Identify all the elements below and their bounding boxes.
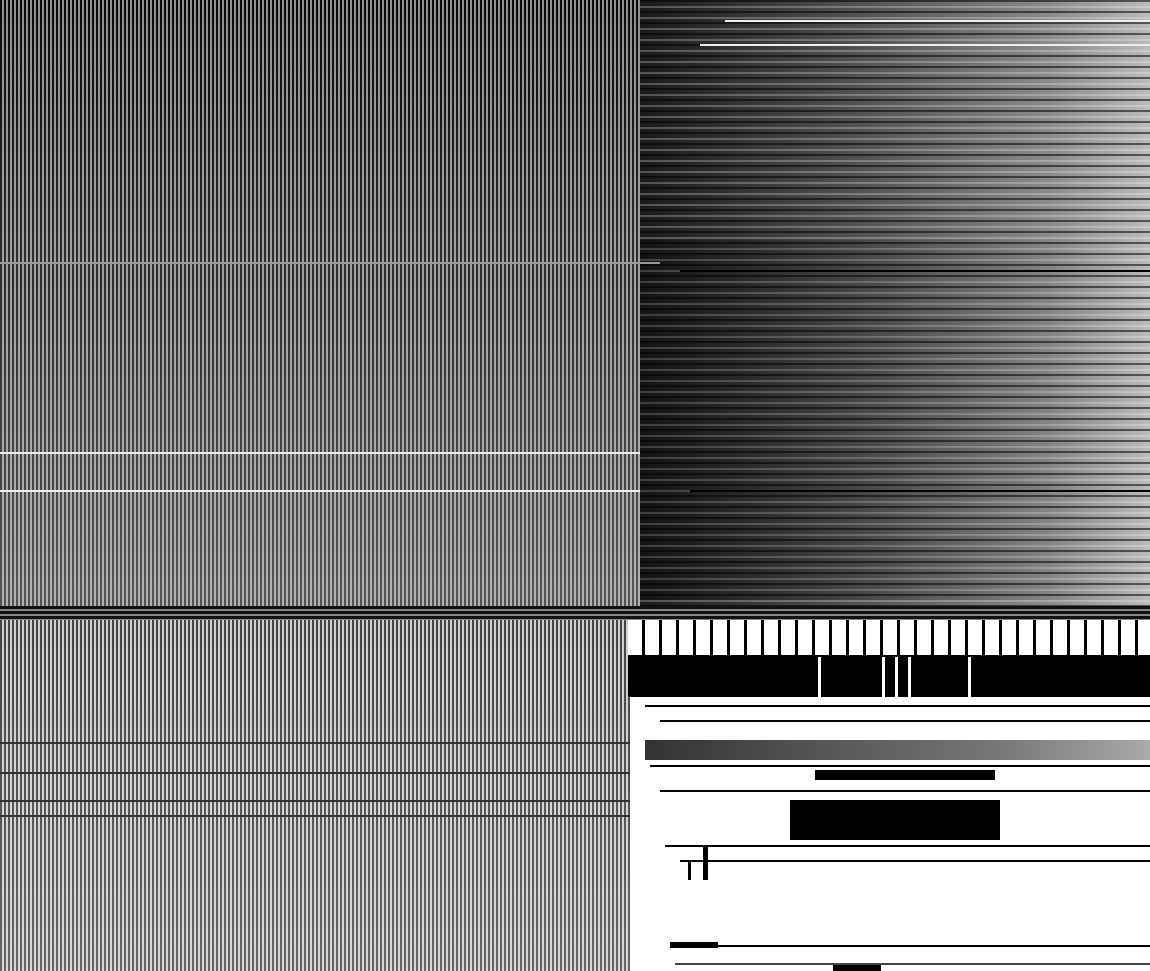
- rule: [650, 765, 1150, 767]
- bar: [895, 657, 898, 697]
- scan-line: [680, 270, 1150, 272]
- scan-line: [0, 452, 640, 454]
- gray-band: [645, 740, 1150, 760]
- scan-line: [700, 44, 1150, 46]
- scan-line: [0, 800, 630, 802]
- bar: [818, 657, 821, 697]
- block: [703, 845, 708, 880]
- scan-line: [0, 772, 630, 774]
- scan-line: [0, 815, 630, 817]
- bar-strip: [628, 655, 1150, 697]
- block: [790, 800, 1000, 840]
- rule: [675, 963, 1150, 965]
- rule: [645, 705, 1150, 707]
- bar: [968, 657, 971, 697]
- rule: [660, 720, 1150, 722]
- block: [833, 964, 881, 971]
- striped-panel: [0, 620, 630, 971]
- panel-shade: [640, 240, 1150, 600]
- scan-line: [0, 742, 630, 744]
- bar: [882, 657, 885, 697]
- scan-line: [725, 20, 1150, 22]
- block: [688, 860, 691, 880]
- rule: [665, 845, 1150, 847]
- scan-line: [0, 262, 660, 264]
- striped-panel: [0, 0, 640, 606]
- rule: [680, 860, 1150, 862]
- bar-strip: [628, 620, 1150, 655]
- rule: [660, 790, 1150, 792]
- divider: [0, 606, 1150, 620]
- block: [670, 942, 718, 948]
- scan-line: [0, 490, 640, 492]
- streaked-panel: [640, 0, 1150, 606]
- rule: [670, 945, 1150, 947]
- bar: [908, 657, 911, 697]
- block: [815, 770, 995, 780]
- scan-line: [690, 490, 1150, 492]
